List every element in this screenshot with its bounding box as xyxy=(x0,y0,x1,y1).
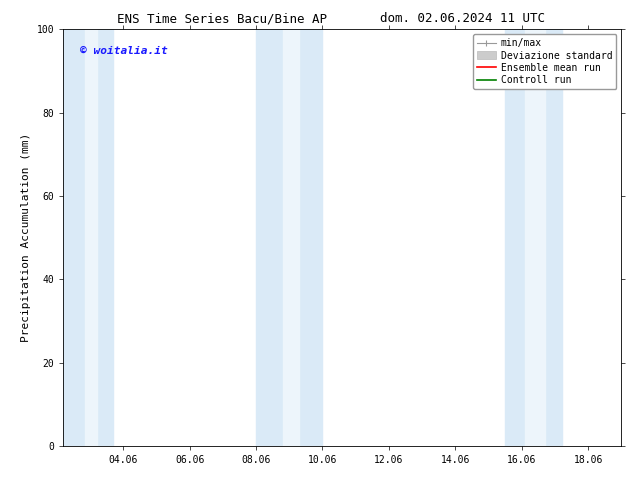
Bar xyxy=(63,29,113,446)
Bar xyxy=(505,29,562,446)
Bar xyxy=(283,29,299,446)
Bar xyxy=(256,29,323,446)
Bar xyxy=(85,29,96,446)
Text: ENS Time Series Bacu/Bine AP: ENS Time Series Bacu/Bine AP xyxy=(117,12,327,25)
Text: dom. 02.06.2024 11 UTC: dom. 02.06.2024 11 UTC xyxy=(380,12,545,25)
Text: © woitalia.it: © woitalia.it xyxy=(80,46,168,56)
Y-axis label: Precipitation Accumulation (mm): Precipitation Accumulation (mm) xyxy=(21,133,31,343)
Bar xyxy=(525,29,545,446)
Legend: min/max, Deviazione standard, Ensemble mean run, Controll run: min/max, Deviazione standard, Ensemble m… xyxy=(473,34,616,89)
